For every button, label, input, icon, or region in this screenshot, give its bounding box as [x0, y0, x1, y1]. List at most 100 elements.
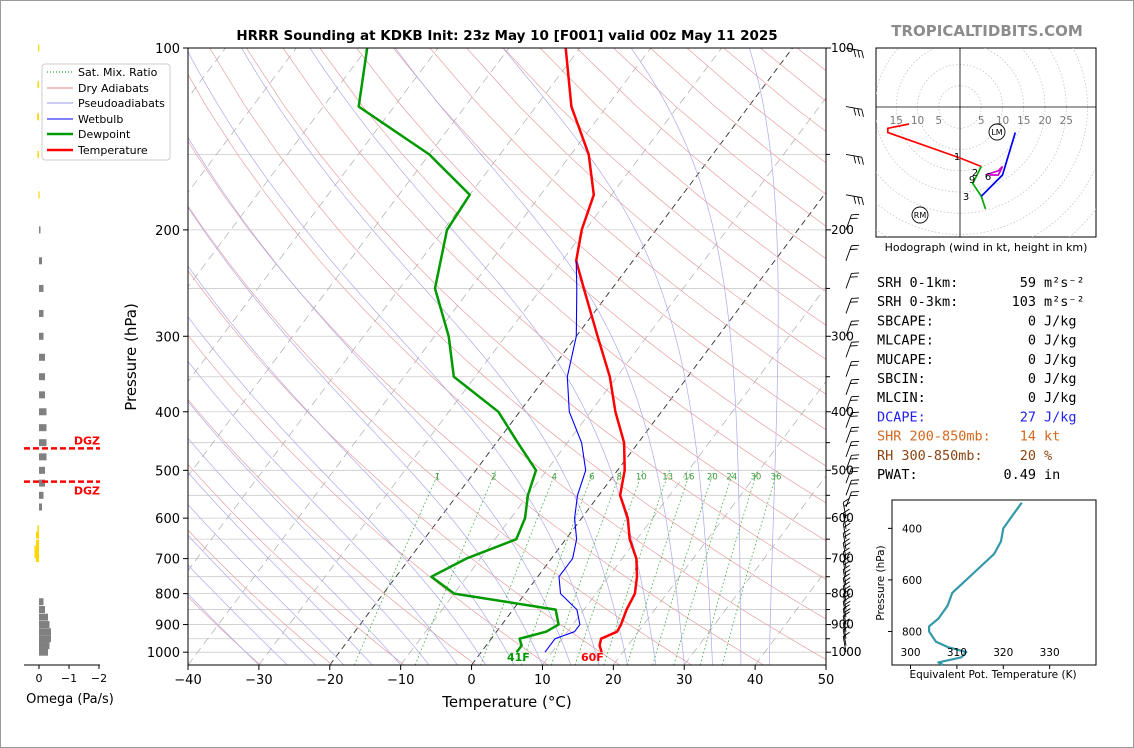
legend-dry-adiabats: Dry Adiabats [78, 82, 149, 95]
omega-bar [37, 113, 39, 121]
hodograph-height-label: 9 [969, 175, 975, 186]
mixing-ratio-line [603, 470, 670, 665]
omega-tick-label-0: 0 [36, 672, 43, 685]
barb-flag [850, 430, 858, 432]
dry-adiabat-line [356, 48, 826, 467]
dry-adiabat-line [188, 73, 826, 660]
x-tick-label: −10 [387, 673, 414, 688]
pseudoadiabat-line [188, 471, 373, 665]
index-unit: J/kg [1044, 371, 1077, 387]
barb-flag [850, 217, 858, 220]
y-tick-label-right: 400 [831, 405, 854, 419]
barb-flag [851, 467, 860, 469]
hodograph-ring-label: 15 [890, 115, 903, 127]
mixing-ratio-line [550, 470, 622, 665]
omega-axis-label: Omega (Pa/s) [26, 692, 114, 707]
theta-e-plot: 300 310 320 330 400 600 800 [888, 501, 1060, 669]
pseudoadiabat-line [188, 265, 515, 665]
dry-adiabat-line [429, 48, 826, 395]
barb-staff [845, 441, 852, 458]
y-tick-label-right: 800 [831, 587, 854, 601]
storm-motion-marker [911, 206, 929, 224]
barb-staff [842, 577, 847, 594]
barb-flag [843, 532, 851, 538]
barb-flag [857, 49, 860, 58]
barb-flag [850, 364, 858, 366]
barb-flag [850, 444, 858, 447]
y-tick-label: 1000 [147, 646, 180, 661]
profile-dewpoint [357, 48, 560, 653]
legend: Sat. Mix. Ratio Dry Adiabats Pseudoadiab… [41, 63, 171, 161]
dgz-markers: DGZ DGZ [24, 434, 100, 498]
barb-flag [853, 107, 857, 116]
barb-flag [861, 157, 864, 165]
index-label: SRH 0-3km: [877, 294, 958, 310]
barb-flag [861, 50, 864, 59]
barb-flag [850, 345, 858, 347]
x-tick-label: 10 [534, 673, 551, 688]
barb-staff [845, 455, 852, 471]
wind-barb [845, 440, 860, 458]
mixing-ratio-label: 1 [435, 473, 440, 483]
x-tick-label: 20 [605, 673, 622, 688]
mixing-ratio-label: 13 [662, 473, 673, 483]
index-label: DCAPE: [877, 409, 926, 425]
mixing-ratio-line [626, 470, 692, 665]
wind-barb [845, 272, 860, 289]
index-value: 0 [1028, 371, 1036, 387]
index-unit: J/kg [1044, 352, 1077, 368]
barb-flag [857, 156, 860, 164]
index-value: 59 [1020, 275, 1036, 291]
barb-flag [851, 479, 860, 481]
omega-tick-label-1: −1 [61, 672, 77, 685]
pseudoadiabat-line [188, 437, 401, 665]
index-value: 20 [1020, 448, 1036, 464]
mixing-ratio-line [480, 470, 557, 665]
y-tick-label: 900 [155, 619, 180, 634]
barb-flag [853, 196, 857, 204]
barb-flag [843, 560, 851, 566]
barb-flag [857, 108, 860, 117]
omega-bar [39, 391, 45, 399]
y-tick-label-right: 200 [831, 223, 854, 237]
barb-flag [850, 301, 858, 303]
pseudoadiabat-line [749, 48, 779, 665]
indices-table: SRH 0-1km: 59 m²s⁻² SRH 0-3km: 103 m²s⁻² SBCAP… [877, 275, 1085, 483]
dry-adiabat-line [503, 48, 826, 326]
barb-staff [845, 361, 852, 377]
omega-bar [39, 408, 47, 416]
omega-bar [38, 191, 40, 199]
barb-flag [842, 565, 850, 570]
index-label: SBCIN: [877, 371, 926, 387]
index-value: 0 [1028, 352, 1036, 368]
index-value: 14 [1020, 429, 1036, 445]
mixing-ratio-line [721, 470, 778, 665]
wind-barb [845, 213, 860, 231]
barb-flag [842, 573, 850, 579]
barb-staff [845, 298, 852, 314]
omega-bar [39, 598, 44, 606]
isotherm-line [329, 48, 793, 665]
isotherm-line [471, 191, 826, 665]
barb-flag [850, 382, 858, 385]
dry-adiabat-line [188, 398, 477, 665]
hodograph-height-label: 6 [985, 172, 991, 183]
barb-flag [850, 399, 858, 401]
mixing-ratio-label: 16 [684, 473, 695, 483]
omega-bar [39, 257, 42, 265]
index-unit: J/kg [1044, 409, 1077, 425]
storm-motion-marker [988, 123, 1006, 141]
wind-barb [845, 106, 864, 117]
x-tick-label: 0 [467, 673, 475, 688]
surface-temperature-label: 60F [581, 651, 604, 664]
dry-adiabat-line [188, 205, 692, 665]
theta-e-line [927, 501, 1023, 666]
mixing-ratio-label: 8 [617, 473, 622, 483]
wind-barb [845, 378, 860, 395]
omega-bar [37, 81, 39, 89]
barb-staff [845, 342, 852, 358]
dry-adiabat-line [246, 48, 826, 580]
pseudoadiabat-line [502, 48, 713, 665]
omega-bar [38, 44, 40, 52]
